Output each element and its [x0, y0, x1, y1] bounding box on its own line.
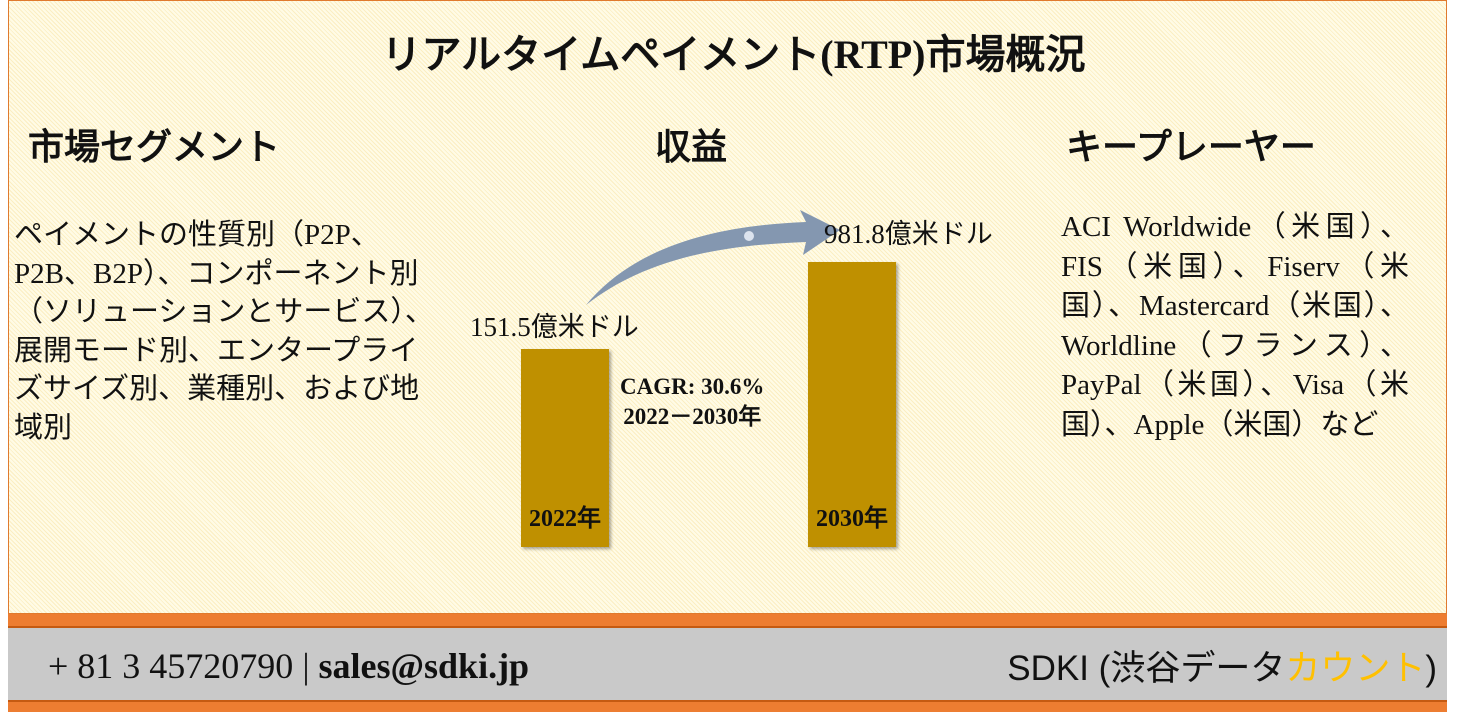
- brand-accent: カウント: [1285, 649, 1426, 688]
- bar-2030-label: 2030年: [816, 506, 888, 532]
- cagr-period: 2022－2030年: [623, 404, 762, 429]
- brand-main: SDKI (渋谷データ: [1007, 649, 1286, 688]
- brand-close: ): [1425, 649, 1437, 688]
- cagr-value: CAGR: 30.6%: [620, 374, 765, 399]
- segments-heading: 市場セグメント: [28, 127, 281, 167]
- bar-2022: 2022年: [521, 349, 609, 547]
- start-value-label: 151.5億米ドル: [470, 312, 639, 342]
- footer-bottom-stripe: [8, 700, 1447, 712]
- cagr-label: CAGR: 30.6% 2022－2030年: [620, 372, 764, 432]
- growth-arrow-icon: [586, 210, 840, 305]
- bar-2030: 2030年: [808, 262, 896, 547]
- bar-2022-label: 2022年: [529, 506, 601, 532]
- segments-text: ペイメントの性質別（P2P、P2B、B2P）、コンポーネント別（ソリューションと…: [14, 219, 434, 444]
- contact-info: + 81 3 45720790 | sales@sdki.jp: [48, 645, 529, 687]
- brand-logo: SDKI (渋谷データカウント): [1007, 640, 1437, 691]
- page-title: リアルタイムペイメント(RTP)市場概況: [381, 32, 1086, 77]
- players-text: ACI Worldwide（米国）、FIS（米国）、Fiserv（米国）、Mas…: [1061, 211, 1409, 441]
- footer-bar: [8, 628, 1447, 700]
- separator: |: [302, 646, 310, 686]
- email-link[interactable]: sales@sdki.jp: [318, 646, 530, 686]
- infographic-panel: [8, 0, 1447, 614]
- revenue-heading: 収益: [655, 127, 728, 167]
- end-value-label: 981.8億米ドル: [824, 219, 993, 249]
- footer-top-stripe: [8, 614, 1447, 628]
- players-heading: キープレーヤー: [1066, 127, 1316, 167]
- phone-number[interactable]: + 81 3 45720790: [48, 646, 294, 686]
